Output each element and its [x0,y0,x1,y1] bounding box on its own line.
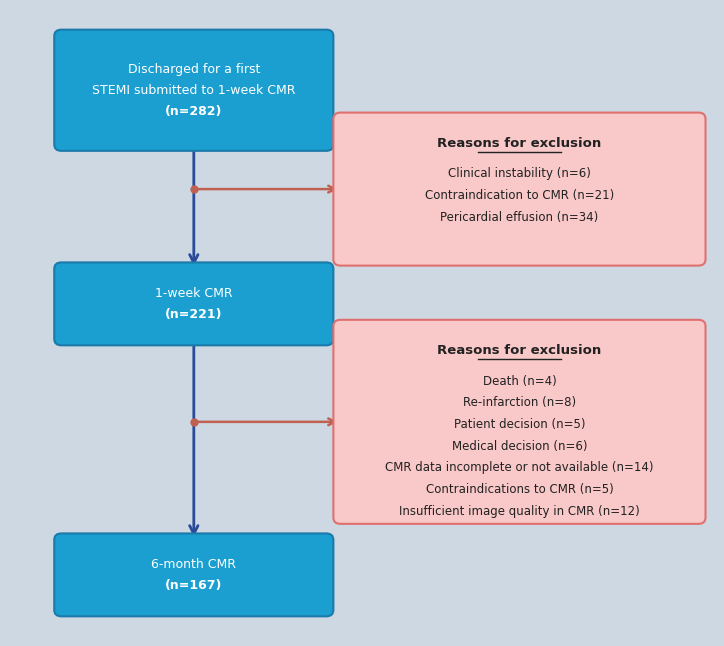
Text: CMR data incomplete or not available (n=14): CMR data incomplete or not available (n=… [385,461,654,474]
Text: Discharged for a first: Discharged for a first [127,63,260,76]
Text: (n=282): (n=282) [165,105,222,118]
Text: Medical decision (n=6): Medical decision (n=6) [452,439,587,453]
Text: STEMI submitted to 1-week CMR: STEMI submitted to 1-week CMR [92,84,295,97]
Text: (n=221): (n=221) [165,308,222,321]
Text: 6-month CMR: 6-month CMR [151,558,236,571]
FancyBboxPatch shape [54,30,333,151]
FancyBboxPatch shape [54,534,333,616]
Text: Insufficient image quality in CMR (n=12): Insufficient image quality in CMR (n=12) [399,505,640,517]
FancyBboxPatch shape [333,112,705,266]
Text: Patient decision (n=5): Patient decision (n=5) [454,418,585,431]
Text: Clinical instability (n=6): Clinical instability (n=6) [448,167,591,180]
Text: Re-infarction (n=8): Re-infarction (n=8) [463,396,576,409]
Text: (n=167): (n=167) [165,579,222,592]
FancyBboxPatch shape [333,320,705,524]
Text: Pericardial effusion (n=34): Pericardial effusion (n=34) [440,211,599,224]
Text: Reasons for exclusion: Reasons for exclusion [437,344,602,357]
Text: Reasons for exclusion: Reasons for exclusion [437,137,602,150]
Text: Death (n=4): Death (n=4) [483,375,556,388]
FancyBboxPatch shape [54,262,333,346]
Text: 1-week CMR: 1-week CMR [155,287,232,300]
Text: Contraindications to CMR (n=5): Contraindications to CMR (n=5) [426,483,613,496]
Text: Contraindication to CMR (n=21): Contraindication to CMR (n=21) [425,189,614,202]
